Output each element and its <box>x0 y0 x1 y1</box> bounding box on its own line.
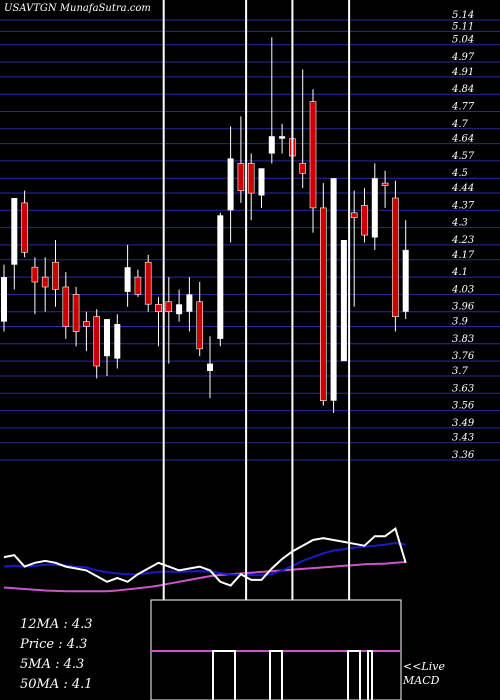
candle-body <box>62 286 70 327</box>
candle-body <box>72 294 80 332</box>
y-tick-label: 4.23 <box>451 235 474 246</box>
y-tick-label: 4.57 <box>451 151 475 162</box>
candle-body <box>330 178 337 401</box>
y-tick-label: 5.11 <box>452 21 474 32</box>
stat-50ma: 50MA : 4.1 <box>20 677 93 692</box>
candle-body <box>176 304 183 315</box>
y-tick-label: 4.44 <box>451 183 474 194</box>
stat-price: Price : 4.3 <box>20 637 88 652</box>
y-tick-label: 3.96 <box>452 302 475 313</box>
stat-12ma: 12MA : 4.3 <box>20 617 93 632</box>
y-tick-label: 3.43 <box>452 433 474 444</box>
candle-body <box>134 276 142 295</box>
candle-body <box>196 301 203 350</box>
candle-body <box>124 267 131 292</box>
macd-line <box>3 526 407 587</box>
y-tick-label: 3.76 <box>452 351 475 362</box>
candles <box>1 37 409 413</box>
stat-5ma: 5MA : 4.3 <box>20 657 85 672</box>
candle-body <box>144 261 152 305</box>
candle-body <box>114 324 121 359</box>
candle-body <box>186 294 193 312</box>
macd-signal-line <box>3 541 406 577</box>
macd-histogram-bar <box>347 650 361 700</box>
candle-body <box>350 212 358 219</box>
candle-body <box>309 101 317 209</box>
candle-body <box>21 202 28 253</box>
y-tick-label: 4.17 <box>451 250 475 261</box>
candle-body <box>155 303 162 312</box>
vertical-markers <box>162 0 351 700</box>
macd-histogram-bar <box>269 650 283 700</box>
candle-body <box>279 136 286 139</box>
candle-body <box>237 163 245 191</box>
candle-body <box>165 301 173 312</box>
candle-body <box>1 277 7 322</box>
y-tick-label: 5.14 <box>452 10 474 21</box>
candle-body <box>247 163 255 194</box>
y-tick-label: 4.64 <box>451 134 474 145</box>
candle-body <box>11 198 18 265</box>
candle-body <box>31 266 39 283</box>
y-tick-label: 4.77 <box>451 102 475 113</box>
y-tick-label: 5.04 <box>452 35 474 46</box>
y-tick-label: 3.49 <box>452 418 475 429</box>
y-tick-label: 4.03 <box>451 284 474 295</box>
macd-histogram-panel <box>150 599 402 700</box>
y-tick-label: 4.1 <box>451 267 468 278</box>
y-tick-label: 3.9 <box>452 317 469 328</box>
candle-body <box>258 168 265 196</box>
y-tick-label: 4.3 <box>451 218 468 229</box>
macd-histogram-bar <box>212 650 236 700</box>
price-grid <box>0 19 500 461</box>
macd-live-label: <<Live <box>403 660 445 673</box>
y-tick-label: 3.7 <box>452 366 469 377</box>
candle-body <box>392 197 399 317</box>
candle-body <box>402 249 409 312</box>
macd-label: MACD <box>403 674 440 687</box>
y-tick-label: 4.84 <box>451 84 474 95</box>
ticker-title: USAVTGN MunafaSutra.com <box>4 3 151 14</box>
y-tick-label: 3.83 <box>452 334 474 345</box>
candle-body <box>340 240 347 362</box>
candle-body <box>52 261 59 290</box>
candle-body <box>268 136 275 154</box>
candle-body <box>361 205 368 236</box>
candle-body <box>41 276 49 288</box>
y-tick-label: 4.7 <box>451 119 469 130</box>
y-tick-label: 3.56 <box>452 401 475 412</box>
candle-body <box>299 163 307 174</box>
candle-body <box>207 363 213 371</box>
y-tick-label: 4.5 <box>451 168 468 179</box>
candle-body <box>381 182 389 186</box>
y-tick-label: 3.36 <box>452 450 475 461</box>
macd-panel <box>3 526 407 593</box>
y-tick-label: 4.37 <box>451 200 475 211</box>
macd-slow-line <box>3 561 406 593</box>
macd-histogram-bar <box>367 650 373 700</box>
candle-body <box>83 321 90 327</box>
candle-body <box>104 319 110 357</box>
candle-body <box>371 178 378 238</box>
candle-body <box>227 158 234 211</box>
candle-body <box>217 215 224 339</box>
y-tick-label: 4.91 <box>451 67 474 78</box>
y-axis-labels: 5.145.11 5.04 4.97 4.91 4.84 4.77 4.7 4.64 4.57 4… <box>451 10 475 461</box>
candle-body <box>93 316 100 367</box>
y-tick-label: 3.63 <box>452 383 474 394</box>
y-tick-label: 4.97 <box>451 52 475 63</box>
candle-body <box>319 207 327 401</box>
